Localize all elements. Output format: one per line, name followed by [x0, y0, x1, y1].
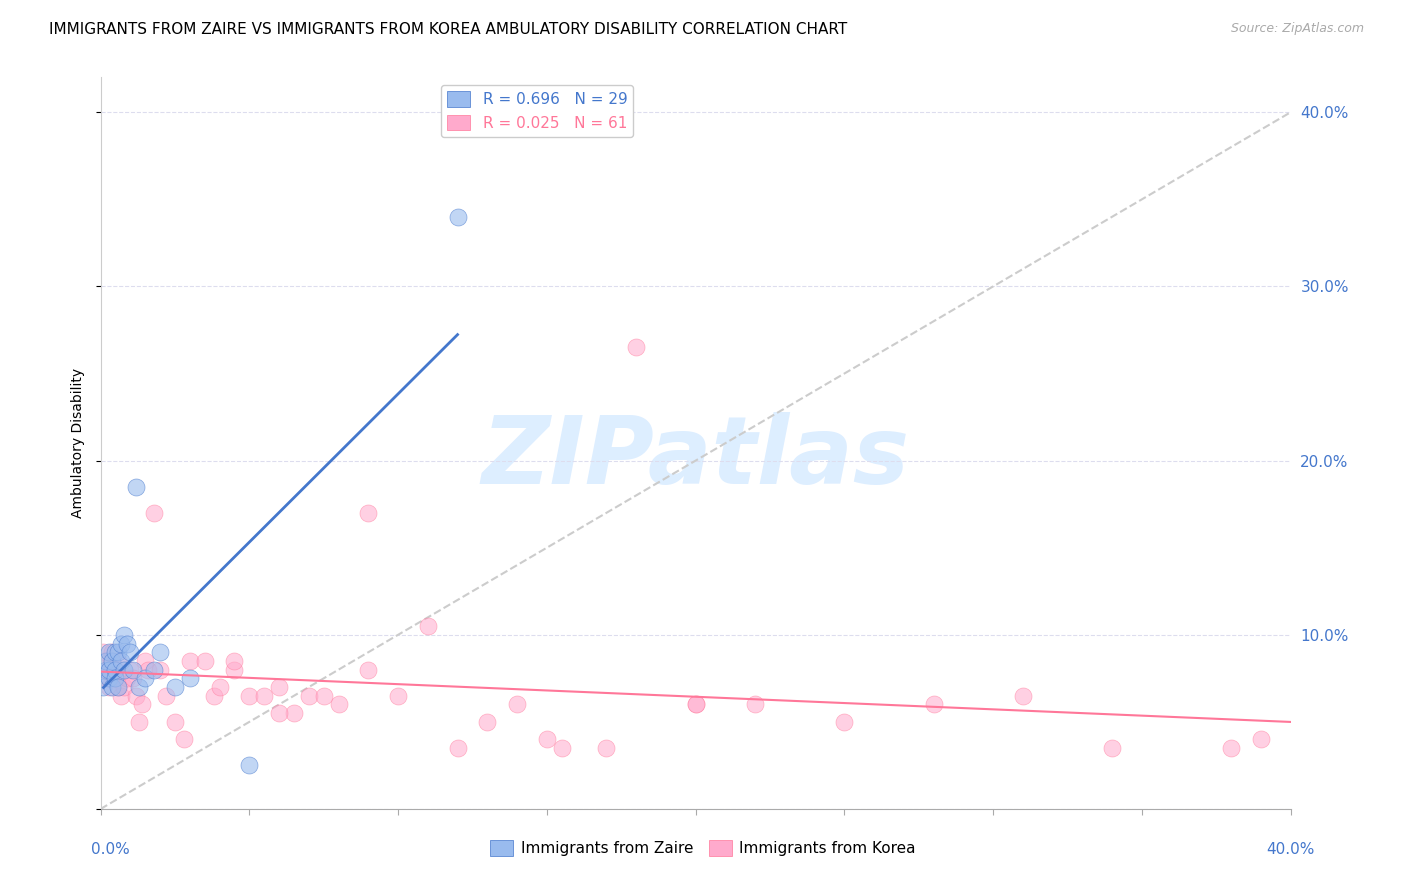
Point — [120, 663, 142, 677]
Point — [163, 680, 186, 694]
Point — [96, 663, 118, 677]
Point — [134, 672, 156, 686]
Point — [922, 698, 945, 712]
Point — [128, 714, 150, 729]
Point — [110, 636, 132, 650]
Point — [96, 654, 118, 668]
Point — [595, 741, 617, 756]
Point — [253, 689, 276, 703]
Point — [238, 758, 260, 772]
Point — [98, 663, 121, 677]
Text: IMMIGRANTS FROM ZAIRE VS IMMIGRANTS FROM KOREA AMBULATORY DISABILITY CORRELATION: IMMIGRANTS FROM ZAIRE VS IMMIGRANTS FROM… — [49, 22, 848, 37]
Point — [416, 619, 439, 633]
Point — [104, 663, 127, 677]
Point — [477, 714, 499, 729]
Point — [104, 672, 127, 686]
Point — [112, 628, 135, 642]
Point — [179, 654, 201, 668]
Point — [357, 663, 380, 677]
Point — [104, 645, 127, 659]
Point — [202, 689, 225, 703]
Point — [1220, 741, 1243, 756]
Point — [104, 672, 127, 686]
Point — [101, 654, 124, 668]
Point — [122, 672, 145, 686]
Point — [98, 663, 121, 677]
Point — [107, 680, 129, 694]
Point — [267, 680, 290, 694]
Point — [143, 506, 166, 520]
Point — [117, 672, 139, 686]
Point — [98, 672, 121, 686]
Point — [685, 698, 707, 712]
Point — [267, 706, 290, 721]
Point — [96, 672, 118, 686]
Text: ZIPatlas: ZIPatlas — [481, 412, 910, 504]
Point — [283, 706, 305, 721]
Point — [125, 480, 148, 494]
Point — [1011, 689, 1033, 703]
Legend: Immigrants from Zaire, Immigrants from Korea: Immigrants from Zaire, Immigrants from K… — [484, 834, 922, 862]
Point — [128, 680, 150, 694]
Point — [179, 672, 201, 686]
Point — [131, 698, 153, 712]
Point — [149, 663, 172, 677]
Point — [101, 645, 124, 659]
Point — [101, 680, 124, 694]
Point — [224, 663, 246, 677]
Point — [98, 645, 121, 659]
Point — [93, 680, 115, 694]
Point — [107, 645, 129, 659]
Legend: R = 0.696   N = 29, R = 0.025   N = 61: R = 0.696 N = 29, R = 0.025 N = 61 — [441, 85, 634, 136]
Point — [357, 506, 380, 520]
Point — [208, 680, 231, 694]
Point — [744, 698, 766, 712]
Point — [136, 663, 159, 677]
Point — [1101, 741, 1123, 756]
Point — [104, 663, 127, 677]
Text: 40.0%: 40.0% — [1267, 842, 1315, 856]
Point — [117, 636, 139, 650]
Y-axis label: Ambulatory Disability: Ambulatory Disability — [72, 368, 86, 518]
Point — [224, 654, 246, 668]
Point — [238, 689, 260, 703]
Point — [107, 680, 129, 694]
Point — [110, 689, 132, 703]
Point — [122, 663, 145, 677]
Point — [93, 654, 115, 668]
Point — [328, 698, 350, 712]
Point — [98, 680, 121, 694]
Point — [506, 698, 529, 712]
Point — [685, 698, 707, 712]
Point — [134, 654, 156, 668]
Point — [173, 732, 195, 747]
Point — [101, 654, 124, 668]
Point — [550, 741, 572, 756]
Point — [93, 645, 115, 659]
Point — [312, 689, 335, 703]
Point — [446, 210, 468, 224]
Point — [149, 645, 172, 659]
Point — [155, 689, 177, 703]
Point — [1250, 732, 1272, 747]
Point — [120, 645, 142, 659]
Point — [536, 732, 558, 747]
Point — [446, 741, 468, 756]
Point — [107, 654, 129, 668]
Text: Source: ZipAtlas.com: Source: ZipAtlas.com — [1230, 22, 1364, 36]
Point — [96, 663, 118, 677]
Point — [110, 654, 132, 668]
Point — [387, 689, 409, 703]
Point — [112, 663, 135, 677]
Text: 0.0%: 0.0% — [91, 842, 131, 856]
Point — [143, 663, 166, 677]
Point — [624, 340, 647, 354]
Point — [834, 714, 856, 729]
Point — [125, 689, 148, 703]
Point — [163, 714, 186, 729]
Point — [194, 654, 217, 668]
Point — [112, 680, 135, 694]
Point — [298, 689, 321, 703]
